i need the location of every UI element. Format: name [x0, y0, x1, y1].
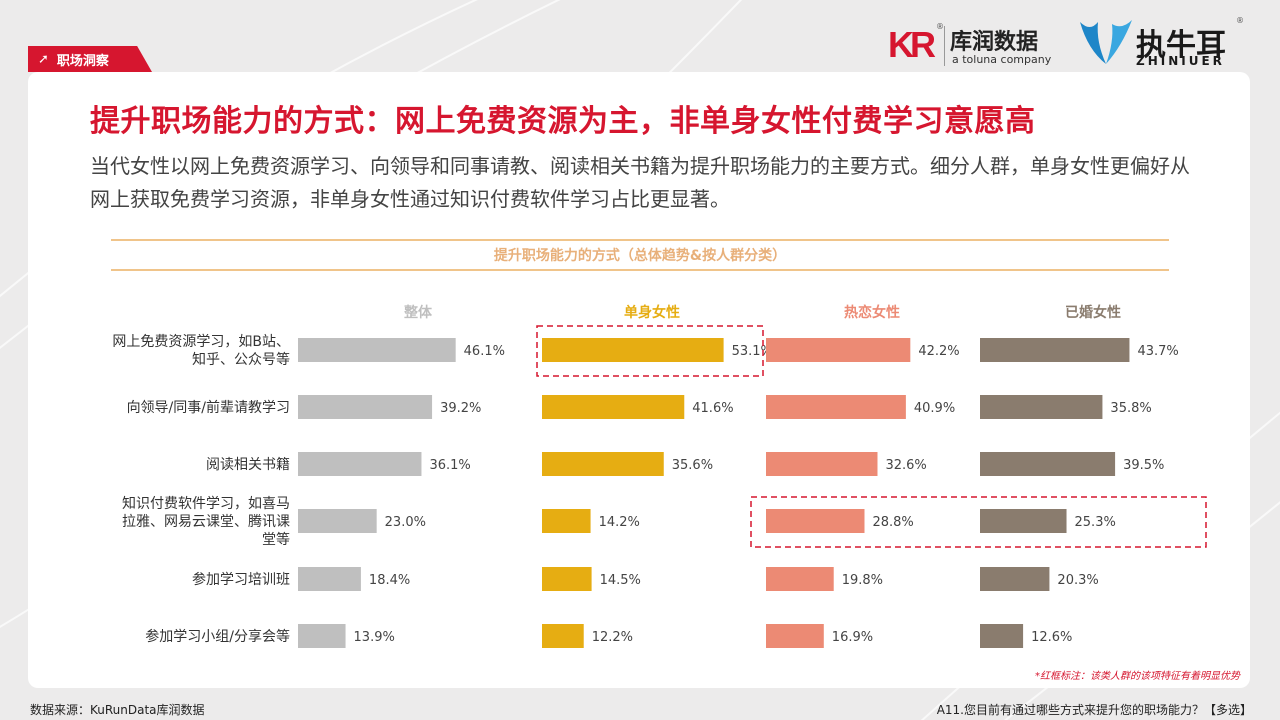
bar	[298, 509, 377, 533]
bar	[766, 509, 865, 533]
data-label: 36.1%	[429, 458, 470, 473]
bar	[542, 567, 592, 591]
data-label: 40.9%	[914, 401, 955, 416]
bar	[980, 452, 1116, 476]
category-label: 网上免费资源学习，如B站、	[112, 334, 290, 350]
data-label: 35.6%	[672, 458, 713, 473]
bull-horn-icon	[1080, 20, 1132, 64]
kurundata-logo: KR ® 库润数据 a toluna company	[888, 22, 1064, 68]
bar	[542, 452, 664, 476]
data-label: 41.6%	[692, 401, 733, 416]
zhiniuer-logo: 执牛耳 ZHINIUER ®	[1078, 14, 1244, 70]
bar	[298, 624, 346, 648]
data-label: 39.5%	[1123, 458, 1164, 473]
bar	[766, 452, 878, 476]
data-label: 28.8%	[872, 515, 913, 530]
highlight-note: *红框标注：该类人群的该项特征有着明显优势	[1035, 671, 1240, 682]
section-tag: ➚ 职场洞察	[28, 46, 152, 72]
data-label: 35.8%	[1110, 401, 1151, 416]
survey-question: A11.您目前有通过哪些方式来提升您的职场能力？【多选】	[936, 703, 1252, 717]
series-header: 整体	[403, 304, 433, 321]
category-label: 向领导/同事/前辈请教学习	[127, 399, 290, 416]
kurundata-mark: KR	[888, 24, 936, 65]
data-label: 19.8%	[842, 573, 883, 588]
data-label: 46.1%	[464, 344, 505, 359]
chart-title: 提升职场能力的方式（总体趋势&按人群分类）	[111, 239, 1169, 271]
data-source: 数据来源：KuRunData库润数据	[30, 703, 205, 717]
section-tag-label: 职场洞察	[56, 53, 109, 69]
bar	[542, 509, 591, 533]
bar	[766, 567, 834, 591]
bar	[298, 567, 361, 591]
category-label: 知识付费软件学习，如喜马	[122, 495, 290, 512]
bar	[766, 624, 824, 648]
bar	[980, 395, 1103, 419]
registered-icon: ®	[936, 22, 944, 31]
data-label: 18.4%	[369, 573, 410, 588]
category-label: 拉雅、网易云课堂、腾讯课	[122, 513, 290, 530]
kurundata-subtitle: a toluna company	[952, 53, 1052, 66]
series-header: 已婚女性	[1065, 304, 1121, 321]
bar	[766, 395, 906, 419]
zhiniuer-subtitle: ZHINIUER	[1136, 54, 1225, 68]
bar	[542, 624, 584, 648]
registered-icon: ®	[1236, 16, 1244, 25]
zhiniuer-name: 执牛耳	[1136, 28, 1226, 63]
highlight-box	[750, 496, 1207, 548]
bar	[298, 452, 422, 476]
page-title: 提升职场能力的方式：网上免费资源为主，非单身女性付费学习意愿高	[90, 104, 1036, 139]
category-label: 参加学习培训班	[192, 571, 290, 588]
series-header: 热恋女性	[844, 304, 900, 321]
highlight-box	[536, 325, 764, 377]
data-label: 12.6%	[1031, 630, 1072, 645]
data-label: 32.6%	[885, 458, 926, 473]
kurundata-name: 库润数据	[950, 30, 1039, 55]
category-label: 知乎、公众号等	[192, 351, 290, 368]
bar	[298, 338, 456, 362]
bar	[542, 395, 685, 419]
bar	[542, 338, 724, 362]
data-label: 12.2%	[592, 630, 633, 645]
bar	[298, 395, 433, 419]
data-label: 13.9%	[354, 630, 395, 645]
bar	[980, 338, 1130, 362]
bar	[980, 509, 1067, 533]
data-label: 23.0%	[385, 515, 426, 530]
data-label: 42.2%	[918, 344, 959, 359]
page-subtitle: 当代女性以网上免费资源学习、向领导和同事请教、阅读相关书籍为提升职场能力的主要方…	[90, 154, 1190, 211]
category-label: 参加学习小组/分享会等	[145, 628, 290, 645]
logo-separator	[944, 26, 945, 66]
category-label: 阅读相关书籍	[206, 456, 290, 473]
data-label: 20.3%	[1057, 573, 1098, 588]
data-label: 14.5%	[600, 573, 641, 588]
category-label: 堂等	[262, 531, 290, 548]
bar	[980, 624, 1024, 648]
data-label: 16.9%	[832, 630, 873, 645]
data-label: 14.2%	[599, 515, 640, 530]
bar	[766, 338, 911, 362]
series-header: 单身女性	[624, 304, 680, 321]
arrow-up-right-icon: ➚	[38, 51, 49, 67]
data-label: 43.7%	[1137, 344, 1178, 359]
bar	[980, 567, 1050, 591]
data-label: 39.2%	[440, 401, 481, 416]
data-label: 25.3%	[1075, 515, 1116, 530]
